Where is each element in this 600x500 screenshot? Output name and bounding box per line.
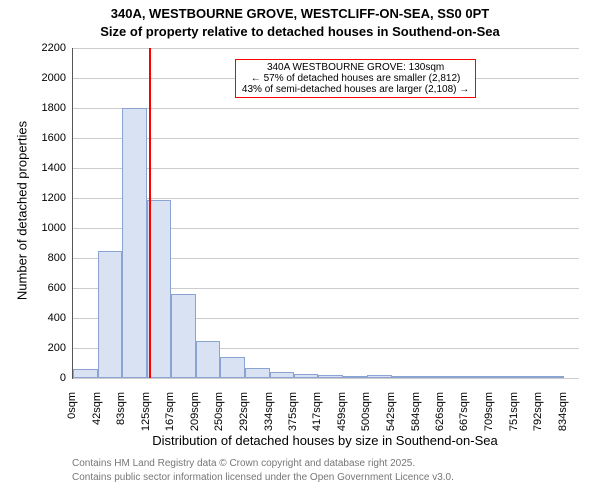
- annotation-line-1: 340A WESTBOURNE GROVE: 130sqm: [242, 62, 469, 73]
- x-tick-label: 334sqm: [263, 392, 275, 452]
- x-tick-label: 751sqm: [508, 392, 520, 452]
- y-tick-label: 1200: [24, 192, 66, 204]
- histogram-bar: [539, 376, 564, 378]
- title-line-2: Size of property relative to detached ho…: [0, 24, 600, 39]
- histogram-bar: [294, 374, 319, 379]
- histogram-bar: [73, 369, 98, 378]
- histogram-bar: [343, 376, 367, 378]
- x-tick-label: 834sqm: [557, 392, 569, 452]
- y-tick-label: 600: [24, 282, 66, 294]
- histogram-bar: [441, 376, 465, 378]
- title-line-1: 340A, WESTBOURNE GROVE, WESTCLIFF-ON-SEA…: [0, 6, 600, 21]
- figure: 340A, WESTBOURNE GROVE, WESTCLIFF-ON-SEA…: [0, 0, 600, 500]
- y-axis-label: Number of detached properties: [15, 46, 30, 376]
- histogram-bar: [220, 357, 245, 378]
- x-tick-label: 42sqm: [91, 392, 103, 452]
- annotation-line-2: ← 57% of detached houses are smaller (2,…: [242, 73, 469, 84]
- histogram-bar: [171, 294, 196, 378]
- x-tick-label: 709sqm: [483, 392, 495, 452]
- x-tick-label: 0sqm: [66, 392, 78, 452]
- y-tick-label: 1000: [24, 222, 66, 234]
- x-tick-label: 626sqm: [434, 392, 446, 452]
- histogram-bar: [98, 251, 122, 379]
- x-tick-label: 125sqm: [140, 392, 152, 452]
- y-tick-label: 1400: [24, 162, 66, 174]
- x-tick-label: 83sqm: [115, 392, 127, 452]
- histogram-bar: [245, 368, 270, 379]
- y-tick-label: 1800: [24, 102, 66, 114]
- histogram-bar: [270, 372, 294, 378]
- y-tick-label: 400: [24, 312, 66, 324]
- histogram-bar: [515, 376, 539, 378]
- histogram-bar: [196, 341, 220, 379]
- property-marker-line: [149, 48, 151, 378]
- y-tick-label: 2200: [24, 42, 66, 54]
- y-tick-label: 2000: [24, 72, 66, 84]
- x-tick-label: 792sqm: [532, 392, 544, 452]
- x-tick-label: 167sqm: [164, 392, 176, 452]
- x-tick-label: 584sqm: [410, 392, 422, 452]
- x-tick-label: 500sqm: [360, 392, 372, 452]
- x-tick-label: 250sqm: [213, 392, 225, 452]
- annotation-line-3: 43% of semi-detached houses are larger (…: [242, 84, 469, 95]
- x-tick-label: 209sqm: [189, 392, 201, 452]
- histogram-bar: [367, 375, 392, 378]
- histogram-bar: [122, 108, 147, 378]
- histogram-bar: [392, 376, 417, 378]
- footer-line-1: Contains HM Land Registry data © Crown c…: [72, 458, 415, 469]
- x-tick-label: 375sqm: [287, 392, 299, 452]
- grid-line: [73, 378, 579, 379]
- y-tick-label: 1600: [24, 132, 66, 144]
- plot-area: 340A WESTBOURNE GROVE: 130sqm← 57% of de…: [72, 48, 579, 379]
- histogram-bar: [417, 376, 442, 378]
- x-tick-label: 667sqm: [458, 392, 470, 452]
- histogram-bar: [490, 376, 515, 378]
- histogram-bar: [465, 376, 490, 378]
- x-tick-label: 542sqm: [385, 392, 397, 452]
- y-tick-label: 800: [24, 252, 66, 264]
- x-tick-label: 292sqm: [238, 392, 250, 452]
- x-tick-label: 417sqm: [311, 392, 323, 452]
- y-tick-label: 200: [24, 342, 66, 354]
- x-tick-label: 459sqm: [336, 392, 348, 452]
- footer-line-2: Contains public sector information licen…: [72, 472, 454, 483]
- annotation-box: 340A WESTBOURNE GROVE: 130sqm← 57% of de…: [235, 59, 476, 98]
- y-tick-label: 0: [24, 372, 66, 384]
- histogram-bar: [318, 375, 343, 378]
